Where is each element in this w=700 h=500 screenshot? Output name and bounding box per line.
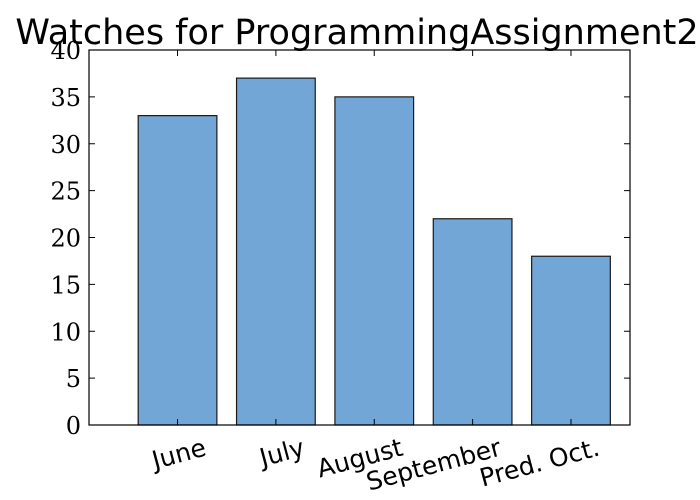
bar-august [334, 96, 415, 426]
bars-group [137, 77, 611, 426]
bar-july [235, 77, 316, 426]
plot-frame [88, 49, 631, 426]
y-tick-labels: 0 5 10 15 20 25 30 35 40 [50, 37, 81, 440]
y-tick-label: 20 [50, 225, 81, 253]
y-tick-label: 10 [50, 318, 81, 346]
bar-september [432, 218, 513, 426]
x-tick-label: June [147, 433, 209, 476]
chart-title: Watches for ProgrammingAssignment2 [15, 13, 698, 53]
y-tick-label: 0 [66, 412, 81, 440]
x-tick-label: July [255, 433, 308, 473]
y-tick-label: 35 [50, 84, 81, 112]
y-tick-label: 40 [50, 37, 81, 65]
y-tick-label: 30 [50, 131, 81, 159]
bar-june [137, 115, 218, 426]
y-tick-label: 15 [50, 271, 81, 299]
y-tick-label: 25 [50, 178, 81, 206]
bar-pred-oct [531, 255, 611, 426]
y-tick-label: 5 [66, 365, 81, 393]
